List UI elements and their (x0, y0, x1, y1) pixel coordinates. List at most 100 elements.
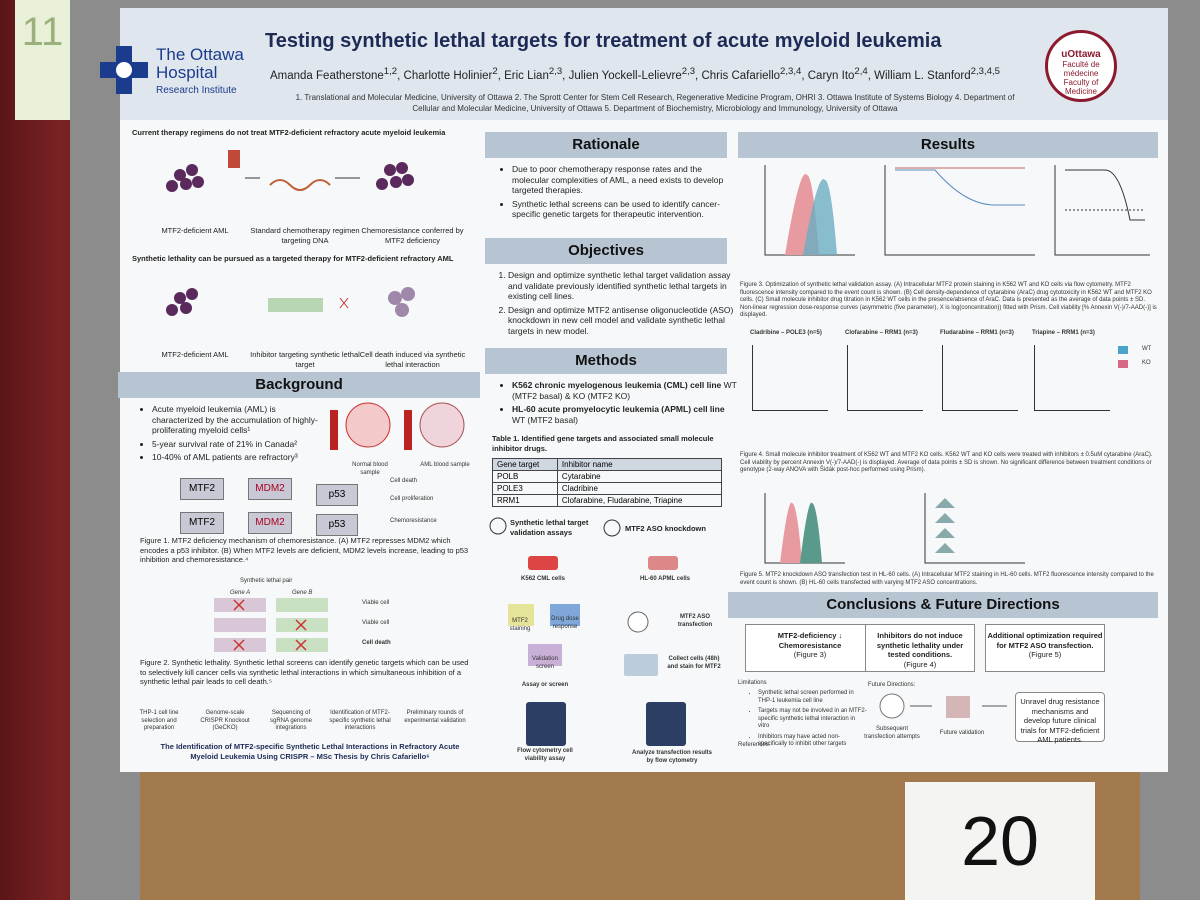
text: WT (MTF2 basal) (512, 414, 578, 425)
fig-ref: (Figure 3) (793, 650, 827, 659)
figure-3-panels (764, 165, 1150, 256)
conclusion-box: MTF2-deficiency ↓ Chemoresistance (Figure… (745, 624, 875, 672)
table-caption: Table 1. Identified gene targets and ass… (492, 434, 714, 453)
plot-title: Clofarabine – RRM1 (n=3) (845, 330, 918, 336)
pair-outcome: Cell death (362, 640, 391, 646)
flow-label: K562 CML cells (521, 576, 565, 582)
logo-line: Faculté de médecine (1062, 60, 1100, 78)
hospital-logo-mark (100, 46, 148, 94)
sample-label: AML blood sample (420, 462, 470, 468)
figure-5-panels (764, 493, 1025, 564)
flow-label: Analyze transfection results by flow cyt… (631, 750, 713, 764)
bullet: 10-40% of AML patients are refractory³ (152, 452, 327, 463)
author-affiliation: 2,3,4 (780, 66, 802, 77)
pipeline-step: THP-1 cell line selection and preparatio… (139, 710, 179, 731)
flow-label: Validation screen (532, 656, 558, 670)
pair-label: Synthetic lethal pair (240, 578, 293, 584)
fig-ref: (Figure 4) (903, 659, 937, 669)
future-step: Future validation (939, 730, 985, 736)
author-affiliation: 2,3,4,5 (970, 66, 1000, 77)
pair-outcome: Viable cell (362, 600, 390, 606)
step: MTF2-deficient AML (161, 226, 229, 235)
bullet-list: K562 chronic myelogenous leukemia (CML) … (500, 380, 737, 428)
pair-outcome: Viable cell (362, 620, 390, 626)
row: POLB Cytarabine (492, 470, 723, 483)
flow-label: MTF2 ASO transfection (677, 614, 713, 628)
row: RRM1 Clofarabine, Fludarabine, Triapine (492, 494, 723, 507)
author-name: Julien Yockell-Lelievre (568, 69, 682, 82)
author-affiliation: 2 (492, 66, 498, 77)
conclusion-box: Additional optimization required for MTF… (985, 624, 1105, 672)
flow-label: Collect cells (48h) and stain for MTF2 (667, 656, 721, 670)
bold-text: HL-60 acute promyelocytic leukemia (APML… (512, 404, 725, 414)
limitation: Synthetic lethal screen performed in THP… (758, 690, 868, 705)
plot-title: Cladribine – POLE3 (n=5) (750, 330, 822, 336)
objective-list: Design and optimize synthetic lethal tar… (488, 270, 740, 339)
flow-label: Drug dose response (551, 616, 579, 630)
legend-entry: WT (1118, 346, 1151, 354)
uottawa-logo: uOttawa Faculté de médecine Faculty of M… (1045, 30, 1117, 102)
plot-frame (847, 345, 923, 411)
outcome: Chemoresistance (390, 518, 437, 524)
logo-line: Research Institute (156, 85, 237, 96)
section-heading: Synthetic lethality can be pursued as a … (132, 254, 454, 263)
synthetic-illustration (166, 287, 415, 317)
author-name: Eric Lian (504, 69, 549, 82)
figure-caption: Figure 1. MTF2 deficiency mechanism of c… (140, 536, 469, 564)
flow-label: HL-60 APML cells (640, 576, 691, 582)
gene-label: Gene A (230, 590, 251, 596)
bullet: 5-year survival rate of 21% in Canada² (152, 439, 327, 450)
limitation: Targets may not be involved in an MTF2-s… (758, 708, 868, 731)
logo-line: Hospital (156, 63, 218, 82)
logo-line: The Ottawa (156, 45, 244, 64)
cell: RRM1 (492, 494, 558, 507)
step: Chemoresistance conferred by MTF2 defici… (361, 226, 464, 245)
th: Gene target (492, 458, 558, 471)
author-affiliation: 2,3 (681, 66, 696, 77)
number-card: 20 (905, 782, 1095, 900)
table-header: Gene target Inhibitor name (492, 458, 723, 471)
text: MTF2-deficiency ↓ Chemoresistance (777, 631, 843, 650)
plot-frame (752, 345, 828, 411)
plot-title: Triapine – RRM1 (n=3) (1032, 330, 1095, 336)
limitations-heading: Limitations (738, 680, 767, 686)
future-heading: Future Directions: (868, 682, 916, 688)
bullet: Due to poor chemotherapy response rates … (512, 164, 732, 196)
text: Inhibitors do not induce synthetic letha… (876, 631, 964, 659)
pipeline-step: Identification of MTF2-specific syntheti… (329, 710, 391, 731)
objective: Design and optimize synthetic lethal tar… (508, 270, 740, 302)
author-affiliation: 2,3 (548, 66, 563, 77)
blood-samples (330, 402, 465, 450)
gene-box: p53 (316, 514, 358, 536)
section-header: Results (738, 132, 1158, 158)
th: Inhibitor name (556, 458, 723, 471)
flow-label: MTF2 staining (509, 618, 531, 632)
limitations-list: Synthetic lethal screen performed in THP… (746, 690, 868, 752)
therapy-illustration (166, 150, 414, 192)
section-header: Conclusions & Future Directions (728, 592, 1158, 618)
flow-label: Assay or screen (521, 682, 569, 688)
future-icons (879, 693, 1007, 719)
flow-label: Flow cytometry cell viability assay (517, 748, 573, 762)
gene-box: MDM2 (248, 512, 292, 534)
pair-grid (214, 598, 328, 652)
gene-box: p53 (316, 484, 358, 506)
section-header: Objectives (485, 238, 727, 264)
text: WT (MTF2 basal) & KO (MTF2 KO) (512, 380, 737, 401)
gene-box: MDM2 (248, 478, 292, 500)
author-name: William L. Stanford (874, 69, 971, 82)
author-name: Chris Cafariello (701, 69, 781, 82)
step: Cell death induced via synthetic lethal … (359, 350, 466, 369)
cell: Clofarabine, Fludarabine, Triapine (556, 494, 723, 507)
sample-label: Normal blood sample (352, 462, 388, 476)
author-name: Caryn Ito (807, 69, 855, 82)
figure-caption: Figure 4. Small molecule inhibitor treat… (740, 452, 1153, 473)
cell: POLB (492, 470, 558, 483)
text: Additional optimization required for MTF… (987, 631, 1103, 650)
pipeline-step: Preliminary rounds of experimental valid… (404, 710, 466, 724)
gene-box: MTF2 (180, 478, 224, 500)
gene-label: Gene B (292, 590, 313, 596)
bullet: HL-60 acute promyelocytic leukemia (APML… (512, 404, 737, 425)
author-name: Charlotte Holinier (403, 69, 493, 82)
